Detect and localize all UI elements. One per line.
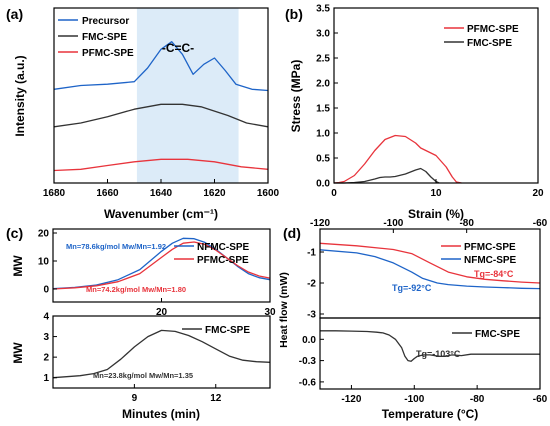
x-tick-label: -60 xyxy=(533,218,548,229)
x-axis-label-a: Wavenumber (cm⁻¹) xyxy=(104,207,218,221)
series-line-precursor xyxy=(53,41,269,92)
legend-b: PFMC-SPE FMC-SPE xyxy=(444,24,519,49)
y-tick-label: -3 xyxy=(307,310,316,321)
legend-c-top: NFMC-SPE PFMC-SPE xyxy=(174,242,250,266)
annotation-tg-nfmc: Tg=-92°C xyxy=(392,283,432,293)
legend-d-bottom: FMC-SPE xyxy=(452,329,520,340)
series-line-pfmc-spe xyxy=(53,158,269,172)
x-tick-label: 0 xyxy=(331,188,337,199)
legend-entry: FMC-SPE xyxy=(475,329,520,340)
legend-entry: PFMC-SPE xyxy=(197,255,249,266)
y-tick-label: 4 xyxy=(43,312,49,323)
y-tick-label: 1.5 xyxy=(316,104,330,115)
x-tick-label: 1620 xyxy=(203,188,226,199)
legend-a: Precursor FMC-SPE PFMC-SPE xyxy=(58,16,134,59)
x-tick-label: -120 xyxy=(310,218,330,229)
legend-entry: FMC-SPE xyxy=(467,38,512,49)
y-tick-label: 1 xyxy=(43,373,49,384)
panel-label-a: (a) xyxy=(6,6,23,22)
y-tick-label: 3 xyxy=(43,332,49,343)
annotation-tg-fmc: Tg=-103°C xyxy=(416,349,461,359)
series-line-pfmc-spe xyxy=(333,134,462,184)
x-tick-label: 1640 xyxy=(150,188,173,199)
x-axis-label-d: Temperature (°C) xyxy=(382,407,479,421)
x-axis-label-c: Minutes (min) xyxy=(122,407,200,421)
y-tick-label: 20 xyxy=(38,229,50,240)
x-tick-label: 1660 xyxy=(96,188,119,199)
x-tick-label: -100 xyxy=(404,394,424,405)
legend-entry: FMC-SPE xyxy=(82,32,127,43)
series-line-nfmc-spe xyxy=(319,249,541,290)
panel-b: 0 10 20 0.0 0.5 1.0 1.5 2.0 2.5 3.0 3.5 (b) Stress… xyxy=(285,4,544,222)
series-line-fmc-spe xyxy=(53,103,269,128)
series-line-fmc-spe xyxy=(334,167,440,184)
x-tick-label: -80 xyxy=(470,394,485,405)
x-tick-label: 12 xyxy=(210,393,222,404)
series-line-nfmc-spe xyxy=(52,237,271,290)
annotation-mn-pfmc: Mn=74.2kg/mol Mw/Mn=1.80 xyxy=(86,285,186,294)
panel-label-c: (c) xyxy=(6,225,23,241)
x-tick-label: -60 xyxy=(533,394,548,405)
y-tick-label: 2.5 xyxy=(316,54,330,65)
x-tick-label: -80 xyxy=(459,218,474,229)
panel-label-b: (b) xyxy=(285,6,303,22)
series-line-fmc-spe xyxy=(320,330,540,362)
x-tick-label: 20 xyxy=(532,188,544,199)
legend-d-top: PFMC-SPE NFMC-SPE xyxy=(441,242,517,266)
legend-entry: PFMC-SPE xyxy=(82,48,134,59)
x-tick-label: -100 xyxy=(383,218,403,229)
y-tick-label: 0.0 xyxy=(302,335,316,346)
y-axis-label-c-top: MW xyxy=(11,255,25,277)
y-axis-label-b: Stress (MPa) xyxy=(289,60,303,133)
y-tick-label: -2 xyxy=(307,279,316,290)
panel-d: -120 -100 -80 -60 -1 -2 -3 -120 -100 -80 -60 0.0 -0… xyxy=(278,218,548,421)
y-tick-label: -0.3 xyxy=(299,356,317,367)
series-line-pfmc-spe xyxy=(52,241,271,290)
legend-entry: FMC-SPE xyxy=(205,325,250,336)
x-axis-label-b: Strain (%) xyxy=(408,207,464,221)
annotation-tg-pfmc: Tg=-84°C xyxy=(474,269,514,279)
legend-entry: PFMC-SPE xyxy=(467,24,519,35)
y-tick-label: 10 xyxy=(38,257,50,268)
x-tick-label: 30 xyxy=(264,307,276,318)
legend-entry: Precursor xyxy=(82,16,129,27)
legend-c-bottom: FMC-SPE xyxy=(182,325,250,336)
plot-frame-c-bottom xyxy=(52,315,271,389)
y-axis-label-a: Intensity (a.u.) xyxy=(13,55,27,136)
y-tick-label: 2.0 xyxy=(316,79,330,90)
panel-label-d: (d) xyxy=(283,225,301,241)
legend-entry: PFMC-SPE xyxy=(464,242,516,253)
series-line-pfmc-spe xyxy=(319,242,541,284)
x-tick-label: 20 xyxy=(156,307,168,318)
x-tick-label: 10 xyxy=(430,188,442,199)
legend-entry: NFMC-SPE xyxy=(464,255,517,266)
y-axis-label-d: Heat flow (mW) xyxy=(278,272,290,348)
x-tick-label: 9 xyxy=(132,393,138,404)
plot-frame-d-bottom xyxy=(319,317,541,390)
y-tick-label: -1 xyxy=(307,248,316,259)
x-tick-label: 1680 xyxy=(43,188,66,199)
y-tick-label: 0.0 xyxy=(316,179,330,190)
panel-a: 1680 1660 1640 1620 1600 (a) Intensity (a.u.… xyxy=(6,6,280,221)
legend-entry: NFMC-SPE xyxy=(197,242,250,253)
x-tick-label: 1600 xyxy=(257,188,280,199)
x-tick-label: -120 xyxy=(341,394,361,405)
y-tick-label: 3.0 xyxy=(316,29,330,40)
y-axis-label-c-bottom: MW xyxy=(11,342,25,364)
y-tick-label: 3.5 xyxy=(316,4,330,15)
highlight-label: -C=C- xyxy=(162,41,194,55)
annotation-mn-fmc: Mn=23.8kg/mol Mw/Mn=1.35 xyxy=(93,371,193,380)
annotation-mn-nfmc: Mn=78.6kg/mol Mw/Mn=1.92 xyxy=(66,242,166,251)
y-tick-label: 1.0 xyxy=(316,129,330,140)
y-tick-label: -0.6 xyxy=(299,377,317,388)
highlight-band xyxy=(136,8,239,183)
y-tick-label: 0 xyxy=(43,285,49,296)
y-tick-label: 0.5 xyxy=(316,154,330,165)
y-tick-label: 2 xyxy=(43,353,49,364)
series-line-fmc-spe xyxy=(52,329,271,379)
